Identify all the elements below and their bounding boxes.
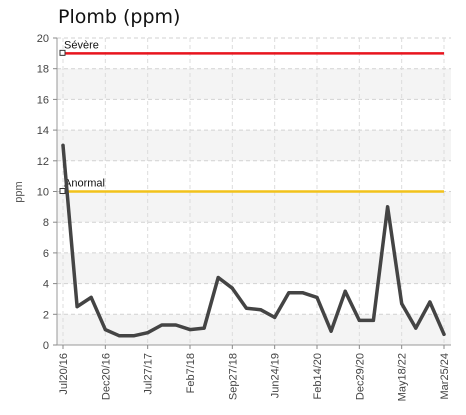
y-tick-label: 16 xyxy=(37,94,49,106)
data-point xyxy=(357,318,361,323)
background-bands xyxy=(57,68,451,345)
y-tick-labels: 0 2 4 6 8 10 12 14 16 18 20 xyxy=(37,33,57,352)
x-tick-label: Dec29/20 xyxy=(354,353,366,400)
data-point xyxy=(315,295,319,300)
threshold-marker xyxy=(59,49,66,56)
series-lines xyxy=(61,143,446,338)
band xyxy=(57,252,451,284)
x-tick-label: Feb7/18 xyxy=(185,353,197,393)
threshold-lines: Sévère Anormal xyxy=(59,39,444,194)
data-point xyxy=(230,286,234,290)
data-point xyxy=(442,332,446,336)
chart-title: Plomb (ppm) xyxy=(58,6,181,28)
data-point xyxy=(202,326,206,330)
band xyxy=(57,130,451,161)
band xyxy=(57,191,451,223)
data-point xyxy=(287,291,291,295)
x-tick-label: Feb14/20 xyxy=(312,353,324,399)
data-point xyxy=(216,275,220,280)
data-point xyxy=(258,308,263,312)
x-tick-labels: Jul20/16 Dec20/16 Jul27/17 Feb7/18 Sep27/18 J… xyxy=(58,345,451,401)
data-point xyxy=(385,205,390,209)
data-point xyxy=(414,326,418,330)
data-point xyxy=(188,328,192,332)
data-point xyxy=(146,331,150,335)
y-tick-label: 20 xyxy=(37,33,49,45)
data-point xyxy=(343,289,347,293)
data-point xyxy=(428,300,432,304)
threshold-marker xyxy=(59,188,66,194)
data-point xyxy=(244,306,249,310)
y-tick-label: 8 xyxy=(43,217,49,229)
x-tick-label: Jul27/17 xyxy=(143,353,155,395)
data-point xyxy=(89,295,93,300)
y-tick-label: 10 xyxy=(37,187,49,199)
data-point xyxy=(103,328,107,332)
data-point xyxy=(301,291,305,295)
band xyxy=(57,68,451,100)
data-point xyxy=(329,329,333,333)
y-tick-label: 0 xyxy=(43,340,49,352)
y-axis-label: ppm xyxy=(13,181,25,202)
y-tick-label: 14 xyxy=(37,125,49,137)
data-point xyxy=(273,315,277,319)
y-tick-label: 12 xyxy=(37,156,49,168)
x-tick-label: Mar25/24 xyxy=(439,353,451,399)
y-tick-label: 6 xyxy=(43,248,49,260)
x-tick-label: Dec20/16 xyxy=(100,353,112,400)
data-point xyxy=(174,323,178,327)
y-tick-label: 2 xyxy=(43,309,49,321)
series-line xyxy=(61,143,446,338)
x-tick-label: Jul20/16 xyxy=(58,353,70,395)
data-point xyxy=(371,318,376,323)
x-tick-label: Sep27/18 xyxy=(227,353,239,400)
data-point xyxy=(75,305,79,309)
x-tick-label: May18/22 xyxy=(397,353,409,401)
threshold-label: Sévère xyxy=(64,39,99,51)
data-point xyxy=(160,323,164,327)
data-point xyxy=(61,143,65,148)
x-tick-label: Jun24/19 xyxy=(270,353,282,398)
threshold-label: Anormal xyxy=(64,178,105,190)
y-tick-label: 4 xyxy=(43,279,49,291)
band xyxy=(57,314,451,345)
y-tick-label: 18 xyxy=(37,64,49,76)
data-point xyxy=(400,301,404,306)
data-point xyxy=(117,334,122,338)
data-point xyxy=(131,334,136,338)
